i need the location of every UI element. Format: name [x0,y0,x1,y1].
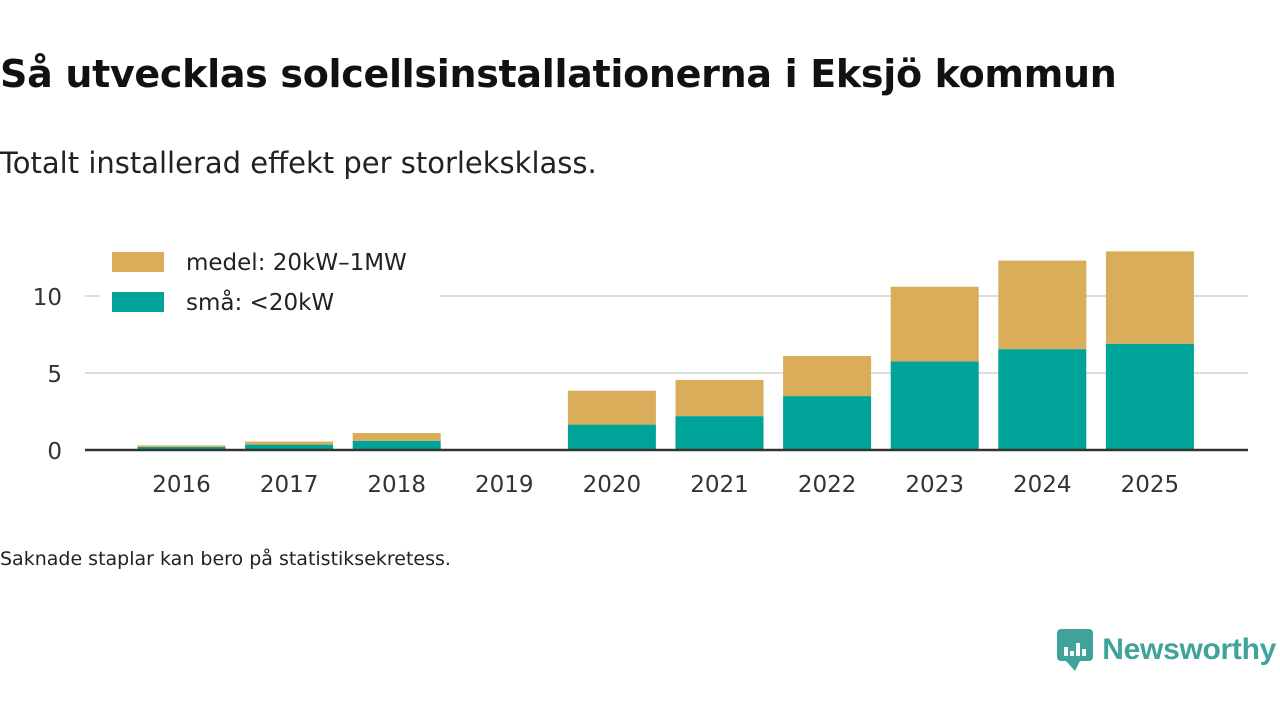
x-tick-label-2019: 2019 [475,472,534,498]
bar-sm-20kw-2018 [352,440,441,450]
brand-logo: Newsworthy [1056,628,1276,672]
legend: medel: 20kW–1MW små: <20kW [100,238,440,324]
x-tick-label-2025: 2025 [1121,472,1180,498]
bar-medel-20kw-1mw-2022 [783,356,872,397]
x-tick-label-2018: 2018 [367,472,426,498]
x-tick-label-2024: 2024 [1013,472,1072,498]
axes: 0 5 10 2016 2017 2018 2019 2020 2021 2022 2023 2024… [33,285,1248,498]
bar-medel-20kw-1mw-2021 [675,379,764,417]
bar-sm-20kw-2025 [1105,343,1194,450]
x-tick-label-2020: 2020 [583,472,642,498]
legend-swatch-sm-20kw [112,292,164,312]
bar-medel-20kw-1mw-2020 [567,390,656,425]
x-tick-label-2022: 2022 [798,472,857,498]
x-tick-label-2021: 2021 [690,472,749,498]
bar-medel-20kw-1mw-2018 [352,433,441,441]
bar-medel-20kw-1mw-2024 [998,260,1087,350]
bar-medel-20kw-1mw-2025 [1105,251,1194,344]
bar-sm-20kw-2023 [890,361,979,450]
x-tick-label-2023: 2023 [905,472,964,498]
chart-subtitle: Totalt installerad effekt per storlekskl… [0,146,597,180]
legend-swatch-medel-20kw-1mw [112,252,164,272]
bar-sm-20kw-2022 [783,396,872,450]
bar-sm-20kw-2024 [998,349,1087,450]
y-tick-label-10: 10 [33,285,62,311]
legend-label-sm-20kw: små: <20kW [186,288,334,316]
footnote: Saknade staplar kan bero på statistiksek… [0,548,451,570]
newsworthy-logo-icon [1057,629,1094,671]
bars [137,251,1194,450]
bar-medel-20kw-1mw-2017 [245,441,334,445]
y-tick-label-5: 5 [47,362,62,388]
bar-medel-20kw-1mw-2016 [137,445,226,447]
bar-sm-20kw-2020 [567,424,656,450]
legend-label-medel-20kw-1mw: medel: 20kW–1MW [186,250,407,276]
bar-medel-20kw-1mw-2023 [890,286,979,362]
chart-title: Så utvecklas solcellsinstallationerna i … [0,52,1117,96]
brand-name: Newsworthy [1102,633,1276,666]
y-tick-label-0: 0 [47,439,62,465]
bar-sm-20kw-2017 [245,444,334,450]
x-tick-label-2017: 2017 [260,472,319,498]
bar-sm-20kw-2021 [675,416,764,450]
x-tick-label-2016: 2016 [152,472,211,498]
bar-sm-20kw-2016 [137,446,226,450]
